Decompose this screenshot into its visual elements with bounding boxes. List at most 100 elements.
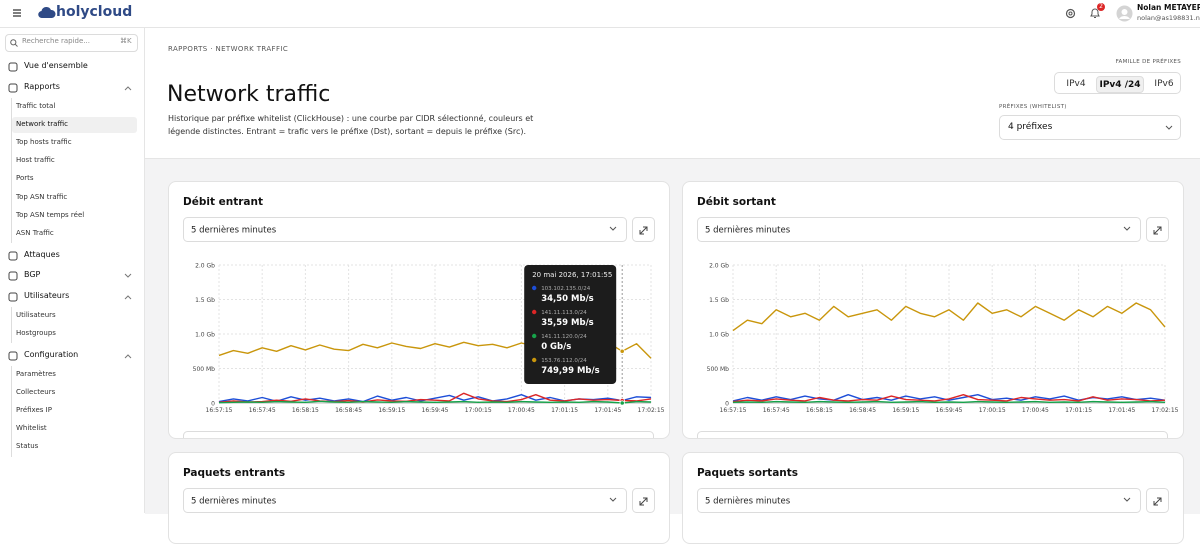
nav-section[interactable]: Configuration — [24, 349, 79, 359]
series-line — [732, 302, 1166, 332]
tooltip-swatch — [532, 285, 537, 291]
page-header: RAPPORTS · NETWORK TRAFFIC Network traff… — [145, 28, 1200, 158]
y-tick-label: 1.5 Gb — [195, 297, 215, 304]
expand-button[interactable] — [1146, 217, 1169, 242]
menu-icon[interactable] — [12, 8, 22, 18]
y-tick-label: 1.0 Gb — [709, 332, 729, 339]
period-value: 5 dernières minutes — [705, 496, 791, 507]
chevron — [609, 226, 617, 231]
tooltip-series: 141.11.120.0/24 — [541, 334, 587, 340]
nav-item[interactable]: Host traffic — [16, 156, 55, 165]
period-select[interactable] — [183, 217, 627, 242]
x-tick-label: 16:58:45 — [335, 407, 362, 414]
search-box[interactable]: Recherche rapide... ⌘K — [5, 34, 138, 52]
icon-shape — [8, 292, 18, 302]
nav-icon — [8, 351, 18, 360]
prefixes-label: PRÉFIXES (WHITELIST) — [999, 104, 1067, 110]
chevron-path — [124, 353, 132, 358]
bell-icon[interactable] — [1089, 7, 1101, 19]
x-tick-label: 16:58:15 — [292, 407, 319, 414]
logo-icon — [38, 6, 56, 19]
nav-section[interactable]: Utilisateurs — [24, 290, 70, 300]
y-tick-label: 2.0 Gb — [195, 263, 215, 270]
nav-item[interactable]: Collecteurs — [16, 387, 56, 396]
chart-card: Débit entrant 5 dernières minutes 0 500 Mb 1… — [168, 181, 670, 439]
family-switch: IPv4 IPv4 /24 IPv6 — [1054, 72, 1181, 94]
x-tick-label: 17:00:15 — [979, 407, 1006, 414]
prefixes-value: 4 préfixes — [1008, 122, 1053, 132]
period-value: 5 dernières minutes — [705, 225, 791, 236]
nav-chevron — [124, 353, 132, 358]
icon-shape — [8, 271, 18, 281]
x-tick-label: 16:58:15 — [806, 407, 833, 414]
expand-button[interactable] — [632, 217, 655, 242]
brand[interactable]: holycloud — [56, 4, 133, 20]
family-option[interactable]: IPv4 /24 — [1096, 76, 1144, 93]
x-tick-label: 17:00:45 — [508, 407, 535, 414]
search-shortcut: ⌘K — [120, 37, 132, 45]
page-description: Historique par préfixe whitelist (ClickH… — [168, 114, 534, 136]
expand-icon — [639, 226, 648, 235]
nav-section[interactable]: Vue d'ensemble — [24, 61, 88, 70]
nav-item[interactable]: Status — [16, 442, 39, 451]
nav-item[interactable]: Préfixes IP — [16, 405, 52, 414]
nav-item[interactable]: Network traffic — [16, 119, 68, 128]
icon-shape — [8, 83, 18, 92]
y-tick-label: 1.0 Gb — [195, 332, 215, 339]
nav-item[interactable]: ASN Traffic — [16, 228, 54, 237]
expand-button[interactable] — [1146, 488, 1169, 513]
nav-item[interactable]: Ports — [16, 174, 34, 183]
chevron-path — [124, 273, 132, 278]
breadcrumb[interactable]: RAPPORTS · NETWORK TRAFFIC — [168, 45, 289, 53]
expand-button[interactable] — [632, 488, 655, 513]
nav-section[interactable]: Rapports — [24, 81, 60, 91]
nav-chevron — [124, 85, 132, 90]
y-tick-label: 1.5 Gb — [709, 297, 729, 304]
prefixes-select[interactable]: 4 préfixes — [999, 115, 1181, 140]
icon-shape — [8, 351, 18, 360]
user-name: Nolan METAYER — [1137, 3, 1200, 12]
x-tick-label: 17:00:45 — [1022, 407, 1049, 414]
family-option[interactable]: IPv4 — [1066, 79, 1086, 89]
family-label: FAMILLE DE PRÉFIXES — [1115, 59, 1181, 65]
expand-icon — [1153, 497, 1162, 506]
nav-item[interactable]: Traffic total — [16, 101, 56, 110]
x-tick-label: 16:57:15 — [206, 407, 233, 414]
y-tick-label: 0 — [211, 401, 215, 408]
nav-item[interactable]: Whitelist — [16, 424, 47, 433]
period-select[interactable] — [697, 217, 1141, 242]
tooltip-swatch — [532, 333, 537, 339]
page: Network traffic { "topbar": {"brand": "h… — [0, 3, 1200, 544]
tooltip-point — [619, 400, 625, 406]
nav-guide — [11, 365, 12, 457]
nav-item[interactable]: Top hosts traffic — [16, 137, 72, 146]
chevron-path — [124, 85, 132, 90]
tooltip-value: 35,59 Mb/s — [541, 318, 594, 328]
family-option[interactable]: IPv6 — [1154, 79, 1174, 89]
page-body: holycloud 2 Nolan METAYER nolan@as198831… — [0, 3, 1200, 544]
nav-icon — [8, 251, 18, 261]
tooltip-series: 103.102.135.0/24 — [541, 286, 591, 292]
x-tick-label: 17:00:15 — [465, 407, 492, 414]
nav-section[interactable]: Attaques — [24, 249, 60, 259]
search-icon — [10, 39, 18, 47]
nav-item[interactable]: Top ASN traffic — [16, 192, 68, 201]
nav-icon — [8, 62, 18, 72]
y-tick-label: 0 — [725, 401, 729, 408]
nav-item[interactable]: Utilisateurs — [16, 310, 56, 319]
nav-section[interactable]: BGP — [24, 270, 41, 280]
x-tick-label: 17:01:45 — [1108, 407, 1135, 414]
settings-icon[interactable] — [1065, 8, 1076, 19]
nav-item[interactable]: Hostgroups — [16, 328, 56, 337]
tooltip-title: 20 mai 2026, 17:01:55 — [532, 271, 612, 279]
expand-icon — [639, 497, 648, 506]
y-tick-label: 500 Mb — [193, 366, 216, 373]
nav-item[interactable]: Paramètres — [16, 369, 56, 378]
avatar[interactable] — [1116, 5, 1133, 22]
notification-badge: 2 — [1097, 3, 1105, 11]
chart-title: Débit entrant — [183, 196, 263, 208]
nav-item[interactable]: Top ASN temps réel — [16, 210, 85, 219]
chevron — [1165, 125, 1173, 130]
tooltip-value: 34,50 Mb/s — [541, 294, 594, 304]
tooltip-value: 0 Gb/s — [541, 342, 571, 352]
